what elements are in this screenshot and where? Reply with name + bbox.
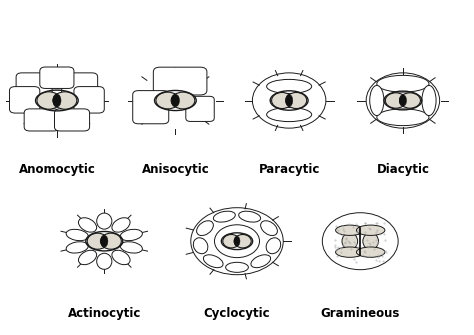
Text: Anisocytic: Anisocytic <box>142 163 209 176</box>
Ellipse shape <box>214 225 259 258</box>
Ellipse shape <box>191 208 283 275</box>
Ellipse shape <box>112 250 130 265</box>
Ellipse shape <box>53 92 77 109</box>
Ellipse shape <box>363 233 378 250</box>
Text: Paracytic: Paracytic <box>258 163 320 176</box>
Text: Diacytic: Diacytic <box>376 163 429 176</box>
FancyBboxPatch shape <box>55 109 90 131</box>
Ellipse shape <box>100 233 121 249</box>
Ellipse shape <box>336 225 364 236</box>
Ellipse shape <box>366 73 439 128</box>
FancyBboxPatch shape <box>40 67 74 88</box>
Ellipse shape <box>234 234 251 248</box>
Ellipse shape <box>399 95 407 106</box>
Ellipse shape <box>370 85 384 116</box>
Ellipse shape <box>66 229 88 241</box>
Ellipse shape <box>97 253 112 269</box>
Ellipse shape <box>385 93 406 108</box>
Ellipse shape <box>87 233 108 249</box>
Ellipse shape <box>286 92 307 109</box>
Ellipse shape <box>377 109 429 126</box>
Ellipse shape <box>251 255 271 268</box>
Ellipse shape <box>171 94 180 107</box>
Ellipse shape <box>97 213 112 229</box>
Ellipse shape <box>266 79 311 93</box>
Ellipse shape <box>120 242 142 253</box>
Text: Gramineous: Gramineous <box>320 307 400 320</box>
Ellipse shape <box>342 233 358 250</box>
Ellipse shape <box>356 225 385 236</box>
Text: Anomocytic: Anomocytic <box>18 163 95 176</box>
FancyBboxPatch shape <box>9 87 40 113</box>
Ellipse shape <box>223 234 240 248</box>
Ellipse shape <box>53 94 61 107</box>
Ellipse shape <box>197 221 213 236</box>
Text: Cyclocytic: Cyclocytic <box>204 307 270 320</box>
FancyBboxPatch shape <box>74 87 104 113</box>
FancyBboxPatch shape <box>16 73 52 96</box>
Ellipse shape <box>79 218 97 232</box>
Ellipse shape <box>234 236 240 246</box>
Ellipse shape <box>266 238 281 254</box>
Ellipse shape <box>239 211 261 222</box>
Ellipse shape <box>356 247 385 257</box>
FancyBboxPatch shape <box>133 91 169 124</box>
Ellipse shape <box>120 229 142 241</box>
Ellipse shape <box>422 85 436 116</box>
Ellipse shape <box>203 255 223 268</box>
Ellipse shape <box>377 75 429 92</box>
FancyBboxPatch shape <box>186 96 214 122</box>
Ellipse shape <box>100 235 108 247</box>
Ellipse shape <box>252 73 326 128</box>
Ellipse shape <box>285 94 293 107</box>
Ellipse shape <box>156 92 180 109</box>
Ellipse shape <box>336 247 364 257</box>
FancyBboxPatch shape <box>153 67 207 95</box>
Ellipse shape <box>322 213 398 270</box>
Ellipse shape <box>171 92 195 109</box>
Ellipse shape <box>266 108 311 122</box>
Ellipse shape <box>272 92 292 109</box>
Ellipse shape <box>79 250 97 265</box>
Ellipse shape <box>66 242 88 253</box>
Ellipse shape <box>112 218 130 232</box>
FancyBboxPatch shape <box>62 73 98 96</box>
Ellipse shape <box>213 211 235 222</box>
Ellipse shape <box>261 221 277 236</box>
Ellipse shape <box>193 238 208 254</box>
Ellipse shape <box>37 92 61 109</box>
Text: Actinocytic: Actinocytic <box>68 307 141 320</box>
Ellipse shape <box>400 93 420 108</box>
FancyBboxPatch shape <box>24 109 59 131</box>
Ellipse shape <box>226 262 248 272</box>
